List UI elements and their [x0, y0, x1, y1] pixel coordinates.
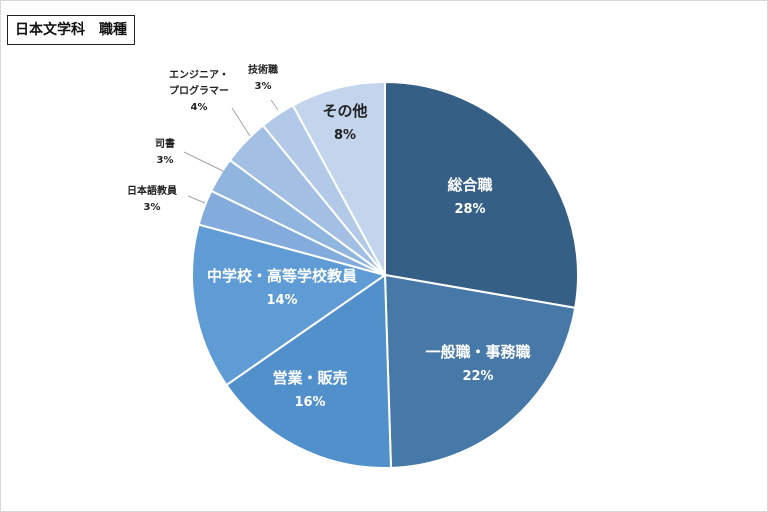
slice-value-エンジニア-プログラマー: 4%	[191, 102, 208, 113]
slice-label-営業-販売: 営業・販売	[272, 369, 347, 387]
slice-label-総合職: 総合職	[447, 176, 492, 194]
pie-slice-一般職-事務職	[383, 273, 577, 469]
chart-title: 日本文学科 職種	[7, 15, 135, 45]
slice-label-その他: その他	[322, 102, 367, 120]
leader-line-司書	[183, 151, 226, 173]
leader-line-日本語教員	[187, 195, 206, 204]
pie-slice-中学校-高等学校教員	[191, 223, 388, 387]
pie-slice-その他	[291, 80, 386, 276]
slice-label-日本語教員: 日本語教員	[127, 184, 177, 197]
slice-value-技術職: 3%	[255, 81, 272, 92]
slice-label-技術職: 技術職	[248, 63, 278, 76]
slice-label-中学校-高等学校教員: 中学校・高等学校教員	[207, 267, 357, 285]
pie-slice-営業-販売	[225, 273, 393, 469]
pie-slice-総合職	[384, 80, 579, 310]
slice-label-司書: 司書	[155, 137, 175, 150]
slice-label-エンジニア-プログラマー: プログラマー	[169, 84, 229, 97]
leader-line-エンジニア-プログラマー	[231, 107, 251, 137]
slice-value-営業-販売: 16%	[294, 395, 325, 410]
slice-value-一般職-事務職: 22%	[462, 369, 493, 384]
slice-value-総合職: 28%	[454, 202, 485, 217]
slice-value-司書: 3%	[157, 155, 174, 166]
slice-label-エンジニア-プログラマー: エンジニア・	[169, 69, 229, 81]
slice-value-日本語教員: 3%	[144, 202, 161, 213]
slice-value-その他: 8%	[334, 128, 356, 143]
slice-value-中学校-高等学校教員: 14%	[266, 293, 297, 308]
leader-line-技術職	[270, 99, 279, 111]
slice-label-一般職-事務職: 一般職・事務職	[425, 343, 530, 361]
